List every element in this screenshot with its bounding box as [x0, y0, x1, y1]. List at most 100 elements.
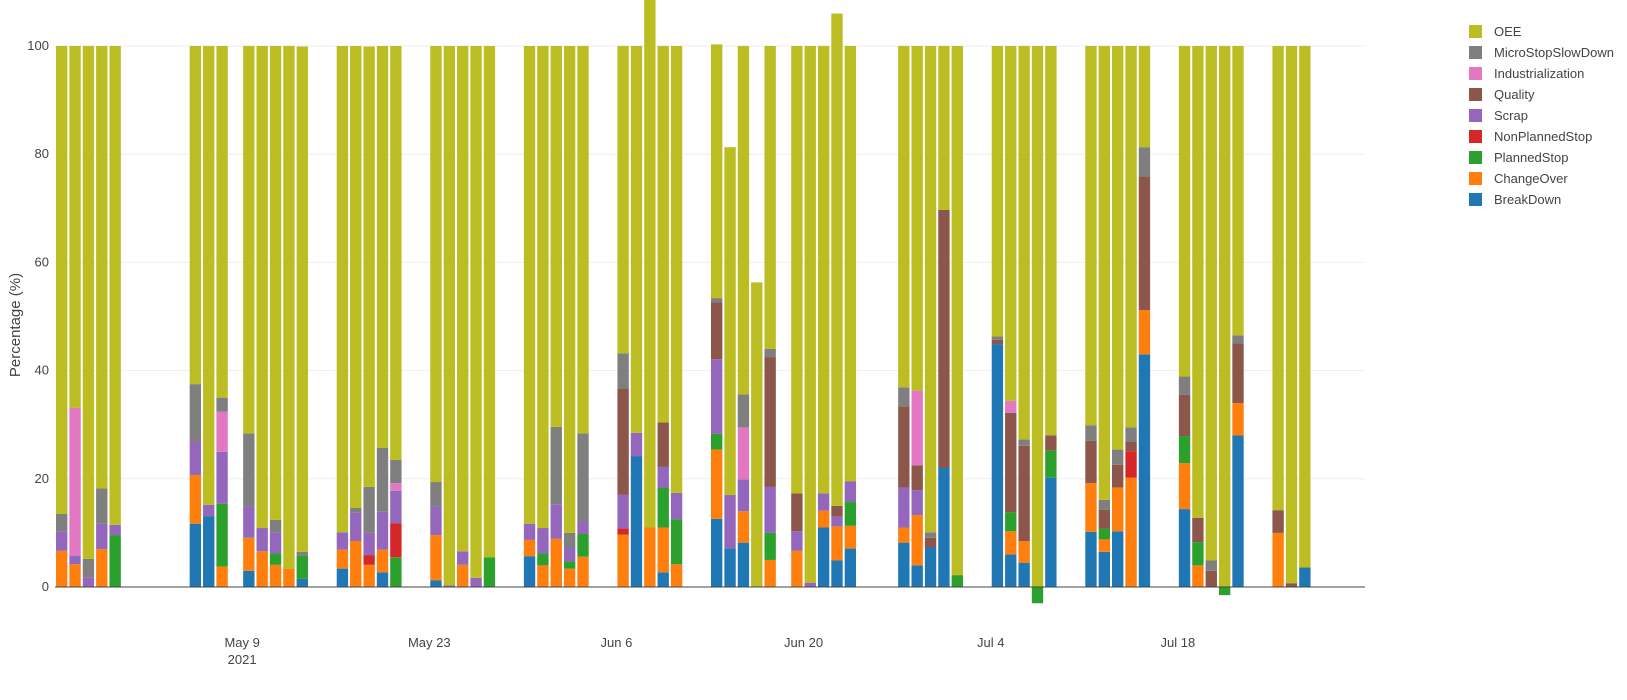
bar-segment-scrap[interactable] — [56, 531, 68, 551]
legend-item-quality[interactable]: Quality — [1469, 87, 1535, 102]
bar-segment-oee[interactable] — [1218, 46, 1231, 587]
bar-segment-microstopslowdown[interactable] — [898, 387, 910, 407]
bar-segment-oee[interactable] — [1125, 46, 1137, 428]
bar-segment-changeover[interactable] — [1085, 483, 1097, 532]
bar-segment-scrap[interactable] — [523, 523, 536, 540]
bar-segment-oee[interactable] — [363, 46, 375, 487]
bar-segment-scrap[interactable] — [657, 466, 669, 488]
bar-segment-quality[interactable] — [898, 406, 910, 488]
bar-segment-scrap[interactable] — [630, 432, 643, 457]
bar-segment-industrialization[interactable] — [390, 483, 402, 491]
bar-segment-microstopslowdown[interactable] — [96, 488, 108, 524]
bar-segment-oee[interactable] — [751, 282, 763, 587]
bar-segment-scrap[interactable] — [711, 359, 723, 434]
bar-segment-quality[interactable] — [831, 505, 843, 517]
bar-segment-breakdown[interactable] — [817, 527, 830, 587]
bar-segment-microstopslowdown[interactable] — [991, 336, 1004, 340]
bar-segment-microstopslowdown[interactable] — [1178, 376, 1191, 395]
bar-segment-plannedstop[interactable] — [216, 503, 228, 567]
bar-segment-changeover[interactable] — [336, 549, 349, 569]
bar-segment-changeover[interactable] — [189, 475, 202, 524]
bar-segment-microstopslowdown[interactable] — [764, 348, 776, 358]
bar-segment-scrap[interactable] — [791, 531, 803, 551]
bar-segment-oee[interactable] — [951, 46, 963, 576]
bar-segment-changeover[interactable] — [537, 565, 549, 587]
bar-segment-microstopslowdown[interactable] — [1232, 335, 1244, 344]
bar-segment-breakdown[interactable] — [657, 572, 669, 587]
bar-segment-breakdown[interactable] — [1045, 477, 1057, 587]
legend-item-industrialization[interactable]: Industrialization — [1469, 66, 1584, 81]
bar-segment-quality[interactable] — [1205, 570, 1217, 587]
bar-segment-oee[interactable] — [617, 46, 629, 354]
bar-segment-changeover[interactable] — [216, 566, 228, 587]
bar-segment-microstopslowdown[interactable] — [617, 353, 629, 389]
bar-segment-oee[interactable] — [390, 46, 402, 460]
bar-segment-nonplannedstop[interactable] — [390, 523, 402, 558]
bar-segment-oee[interactable] — [1005, 46, 1017, 401]
legend-item-microstopslowdown[interactable]: MicroStopSlowDown — [1469, 45, 1614, 60]
bar-segment-scrap[interactable] — [844, 481, 857, 503]
bar-segment-plannedstop[interactable] — [1005, 512, 1017, 532]
bar-segment-microstopslowdown[interactable] — [1138, 147, 1151, 177]
bar-segment-changeover[interactable] — [831, 526, 843, 561]
bar-segment-oee[interactable] — [844, 46, 857, 482]
bar-segment-breakdown[interactable] — [243, 570, 255, 587]
legend-item-breakdown[interactable]: BreakDown — [1469, 192, 1561, 207]
bar-segment-oee[interactable] — [69, 46, 81, 408]
legend-item-plannedstop[interactable]: PlannedStop — [1469, 150, 1568, 165]
bar-segment-changeover[interactable] — [1098, 539, 1111, 552]
bar-segment-quality[interactable] — [791, 493, 803, 532]
bar-segment-changeover[interactable] — [617, 534, 629, 587]
bar-segment-oee[interactable] — [1085, 46, 1097, 426]
bar-segment-oee[interactable] — [630, 46, 643, 433]
bars[interactable] — [56, 0, 1311, 604]
bar-segment-plannedstop[interactable] — [577, 533, 589, 557]
bar-segment-scrap[interactable] — [363, 532, 375, 556]
bar-segment-oee[interactable] — [724, 147, 736, 496]
bar-segment-scrap[interactable] — [269, 532, 282, 554]
bar-segment-scrap[interactable] — [216, 451, 228, 504]
bar-segment-breakdown[interactable] — [203, 516, 215, 587]
bar-segment-oee[interactable] — [296, 46, 308, 552]
bar-segment-plannedstop[interactable] — [296, 555, 308, 579]
bar-segment-microstopslowdown[interactable] — [216, 397, 228, 412]
bar-segment-changeover[interactable] — [563, 568, 576, 587]
bar-segment-changeover[interactable] — [657, 527, 669, 573]
bar-segment-breakdown[interactable] — [430, 580, 442, 587]
bar-segment-scrap[interactable] — [617, 494, 629, 529]
bar-segment-oee[interactable] — [1178, 46, 1191, 377]
bar-segment-nonplannedstop[interactable] — [363, 555, 375, 565]
bar-segment-scrap[interactable] — [911, 490, 923, 516]
bar-segment-microstopslowdown[interactable] — [550, 426, 562, 505]
bar-segment-oee[interactable] — [644, 0, 656, 528]
bar-segment-quality[interactable] — [1192, 517, 1204, 543]
bar-segment-changeover[interactable] — [283, 568, 295, 587]
bar-segment-scrap[interactable] — [724, 495, 736, 549]
bar-segment-changeover[interactable] — [363, 564, 375, 587]
bar-segment-changeover[interactable] — [791, 550, 803, 587]
bar-segment-scrap[interactable] — [563, 547, 576, 562]
bar-segment-breakdown[interactable] — [724, 548, 736, 587]
bar-segment-quality[interactable] — [764, 357, 776, 487]
bar-segment-breakdown[interactable] — [1112, 531, 1124, 587]
bar-segment-industrialization[interactable] — [1005, 400, 1017, 413]
bar-segment-industrialization[interactable] — [737, 427, 750, 480]
bar-segment-microstopslowdown[interactable] — [1085, 425, 1097, 441]
bar-segment-microstopslowdown[interactable] — [56, 513, 68, 532]
bar-segment-breakdown[interactable] — [1178, 509, 1191, 587]
bar-segment-oee[interactable] — [1098, 46, 1111, 500]
bar-segment-breakdown[interactable] — [1138, 354, 1151, 587]
bar-segment-changeover[interactable] — [817, 510, 830, 528]
bar-segment-oee[interactable] — [898, 46, 910, 388]
bar-segment-scrap[interactable] — [737, 479, 750, 512]
bar-segment-microstopslowdown[interactable] — [1112, 449, 1124, 465]
bar-segment-changeover[interactable] — [1112, 487, 1124, 532]
bar-segment-scrap[interactable] — [256, 528, 268, 552]
bar-segment-oee[interactable] — [1299, 46, 1311, 568]
bar-segment-industrialization[interactable] — [911, 390, 923, 466]
bar-segment-plannedstop[interactable] — [1178, 436, 1191, 464]
bar-segment-oee[interactable] — [96, 46, 108, 489]
bar-segment-plannedstop[interactable] — [537, 553, 549, 566]
bar-segment-scrap[interactable] — [82, 577, 95, 587]
bar-segment-changeover[interactable] — [670, 564, 683, 587]
